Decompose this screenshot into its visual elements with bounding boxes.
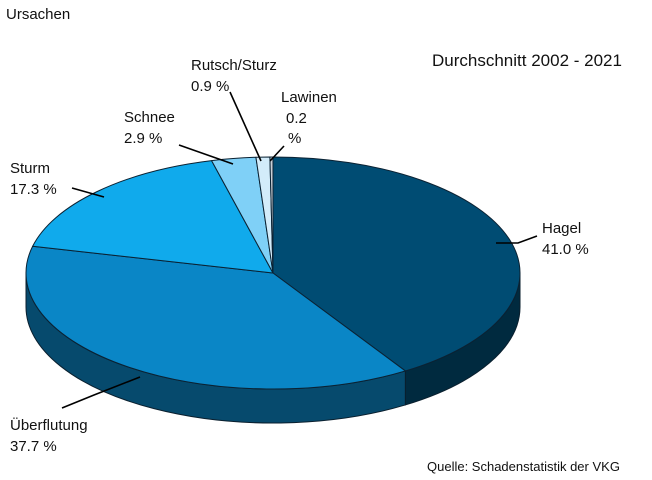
- leader-lines: [61, 91, 538, 409]
- value-hagel: 41.0 %: [542, 241, 589, 258]
- value-schnee: 2.9 %: [124, 130, 162, 147]
- pie-top-layer: [25, 156, 521, 390]
- pie-slice-sturm: [32, 160, 274, 274]
- leader-schnee: [178, 144, 234, 165]
- value-lawinen: 0.2: [286, 110, 307, 127]
- unit-lawinen: %: [288, 130, 301, 147]
- chart-title: Durchschnitt 2002 - 2021: [432, 51, 622, 70]
- value-ueberflutung: 37.7 %: [10, 438, 57, 455]
- leader-hagel: [496, 235, 538, 244]
- label-lawinen: Lawinen: [281, 89, 337, 106]
- label-ueberflutung: Überflutung: [10, 416, 88, 434]
- pie-slice-hagel: [272, 156, 521, 372]
- leader-rutsch: [229, 91, 262, 162]
- label-schnee: Schnee: [124, 109, 175, 126]
- leader-ueberflutung: [61, 376, 141, 409]
- label-sturm: Sturm: [10, 160, 50, 177]
- value-sturm: 17.3 %: [10, 181, 57, 198]
- source-note: Quelle: Schadenstatistik der VKG: [427, 459, 620, 474]
- leader-sturm: [71, 187, 105, 198]
- value-rutsch: 0.9 %: [191, 78, 229, 95]
- pie-slice-ueberflutung: [25, 245, 406, 390]
- leader-lawinen: [269, 145, 285, 162]
- legend-title: Ursachen: [6, 6, 70, 23]
- label-hagel: Hagel: [542, 220, 581, 237]
- label-rutsch: Rutsch/Sturz: [191, 57, 277, 74]
